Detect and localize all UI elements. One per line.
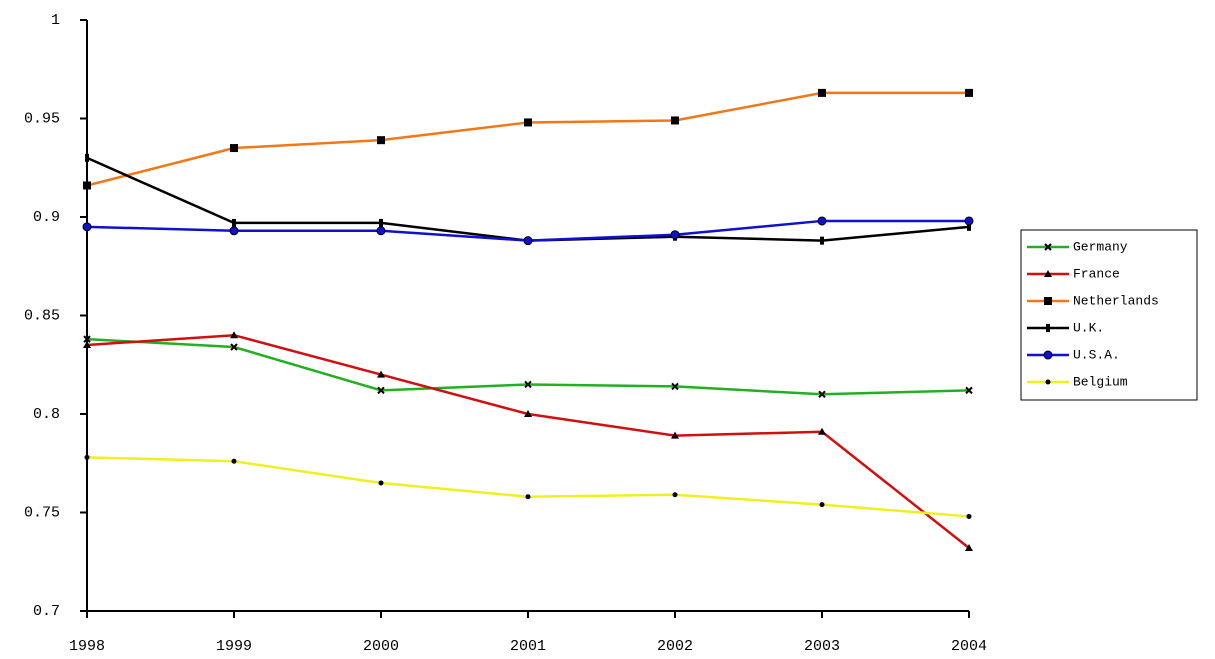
- x-tick-label: 1999: [216, 638, 252, 655]
- x-tick-label: 2002: [657, 638, 693, 655]
- legend-label: France: [1073, 266, 1120, 281]
- marker: [378, 480, 384, 486]
- legend: Germany France Netherlands U.K. U.S.A. Belgiu…: [1020, 229, 1198, 401]
- marker: [818, 88, 826, 97]
- marker: [377, 370, 385, 378]
- series: [83, 335, 973, 399]
- marker: [524, 410, 532, 417]
- series: [84, 454, 972, 519]
- marker: [377, 136, 385, 145]
- marker: [525, 494, 531, 500]
- marker: [524, 380, 532, 389]
- marker: [82, 222, 92, 232]
- marker: [232, 218, 236, 227]
- marker: [83, 181, 91, 190]
- marker: [523, 236, 533, 246]
- marker: [671, 431, 679, 439]
- marker: [231, 458, 237, 464]
- marker: [964, 216, 974, 226]
- marker: [819, 502, 825, 508]
- marker: [85, 153, 89, 162]
- legend-label: Belgium: [1073, 374, 1128, 389]
- marker: [965, 88, 973, 97]
- legend-box: [1020, 229, 1198, 401]
- series: [82, 216, 974, 246]
- marker: [670, 230, 680, 240]
- marker: [230, 331, 238, 339]
- marker: [1045, 379, 1051, 385]
- marker: [377, 386, 385, 395]
- series: [83, 88, 973, 190]
- y-tick-label: 0.9: [33, 209, 60, 226]
- marker: [967, 222, 971, 231]
- marker: [84, 454, 90, 460]
- marker: [83, 341, 91, 349]
- y-tick-label: 0.75: [24, 504, 60, 521]
- y-tick-label: 0.95: [24, 110, 60, 127]
- series: [83, 331, 973, 551]
- marker: [230, 144, 238, 153]
- line: [86, 156, 970, 242]
- marker: [817, 216, 827, 226]
- x-tick-label: 2003: [804, 638, 840, 655]
- y-tick-label: 0.85: [24, 307, 60, 324]
- marker: [818, 390, 826, 399]
- marker: [83, 335, 91, 343]
- marker: [671, 382, 679, 391]
- line: [86, 337, 970, 396]
- marker: [672, 492, 678, 498]
- marker: [1043, 350, 1053, 360]
- marker: [1044, 243, 1052, 251]
- legend-label: Netherlands: [1073, 293, 1159, 308]
- marker: [671, 116, 679, 125]
- marker: [1044, 297, 1052, 305]
- marker: [524, 118, 532, 127]
- marker: [820, 236, 824, 245]
- line: [86, 333, 970, 549]
- marker: [229, 226, 239, 236]
- y-tick-label: 0.7: [33, 603, 60, 620]
- y-tick-label: 1: [51, 12, 60, 29]
- legend-label: Germany: [1073, 239, 1128, 254]
- legend-label: U.S.A.: [1073, 347, 1120, 362]
- marker: [1046, 324, 1050, 332]
- marker: [966, 513, 972, 519]
- x-tick-label: 2000: [363, 638, 399, 655]
- y-tick-label: 0.8: [33, 406, 60, 423]
- marker: [965, 386, 973, 395]
- x-tick-label: 1998: [69, 638, 105, 655]
- marker: [1044, 270, 1052, 277]
- x-tick-label: 2004: [951, 638, 987, 655]
- marker: [818, 427, 826, 435]
- marker: [376, 226, 386, 236]
- marker: [379, 218, 383, 227]
- marker: [230, 343, 238, 351]
- line: [86, 456, 970, 518]
- marker: [965, 543, 973, 551]
- legend-label: U.K.: [1073, 320, 1104, 335]
- line: [86, 91, 969, 187]
- x-tick-label: 2001: [510, 638, 546, 655]
